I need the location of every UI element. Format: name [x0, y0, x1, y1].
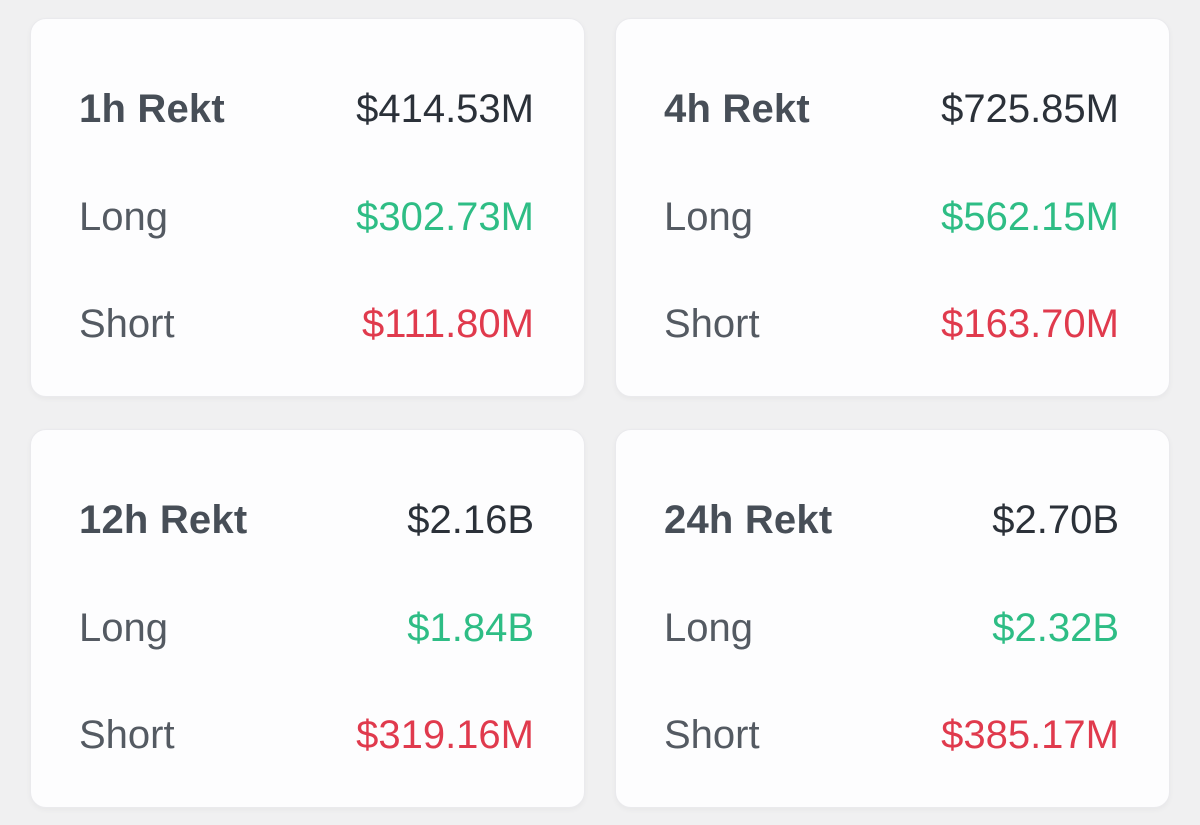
- short-row: Short $319.16M: [79, 711, 534, 759]
- card-header-row: 4h Rekt $725.85M: [664, 85, 1119, 133]
- short-value: $111.80M: [362, 302, 534, 346]
- short-value: $319.16M: [356, 713, 534, 757]
- short-row: Short $385.17M: [664, 711, 1119, 759]
- short-label: Short: [79, 302, 175, 346]
- long-row: Long $2.32B: [664, 604, 1119, 652]
- card-header-row: 12h Rekt $2.16B: [79, 496, 534, 544]
- total-rekt-value: $414.53M: [356, 87, 534, 131]
- card-4h-rekt[interactable]: 4h Rekt $725.85M Long $562.15M Short $16…: [615, 18, 1170, 397]
- long-row: Long $562.15M: [664, 193, 1119, 241]
- long-value: $562.15M: [941, 194, 1119, 239]
- total-rekt-value: $2.16B: [407, 498, 534, 542]
- total-rekt-value: $2.70B: [992, 498, 1119, 542]
- card-title: 1h Rekt: [79, 87, 225, 131]
- long-row: Long $302.73M: [79, 193, 534, 241]
- card-12h-rekt[interactable]: 12h Rekt $2.16B Long $1.84B Short $319.1…: [30, 429, 585, 808]
- total-rekt-value: $725.85M: [941, 87, 1119, 131]
- long-value: $302.73M: [356, 194, 534, 239]
- card-header-row: 1h Rekt $414.53M: [79, 85, 534, 133]
- card-title: 24h Rekt: [664, 498, 833, 542]
- short-label: Short: [664, 302, 760, 346]
- long-value: $1.84B: [407, 605, 534, 650]
- short-value: $385.17M: [941, 713, 1119, 757]
- long-label: Long: [664, 605, 753, 650]
- short-label: Short: [664, 713, 760, 757]
- long-label: Long: [664, 194, 753, 239]
- long-label: Long: [79, 605, 168, 650]
- card-title: 12h Rekt: [79, 498, 248, 542]
- short-row: Short $111.80M: [79, 300, 534, 348]
- long-label: Long: [79, 194, 168, 239]
- short-row: Short $163.70M: [664, 300, 1119, 348]
- short-label: Short: [79, 713, 175, 757]
- long-row: Long $1.84B: [79, 604, 534, 652]
- card-header-row: 24h Rekt $2.70B: [664, 496, 1119, 544]
- card-title: 4h Rekt: [664, 87, 810, 131]
- short-value: $163.70M: [941, 302, 1119, 346]
- long-value: $2.32B: [992, 605, 1119, 650]
- card-1h-rekt[interactable]: 1h Rekt $414.53M Long $302.73M Short $11…: [30, 18, 585, 397]
- card-24h-rekt[interactable]: 24h Rekt $2.70B Long $2.32B Short $385.1…: [615, 429, 1170, 808]
